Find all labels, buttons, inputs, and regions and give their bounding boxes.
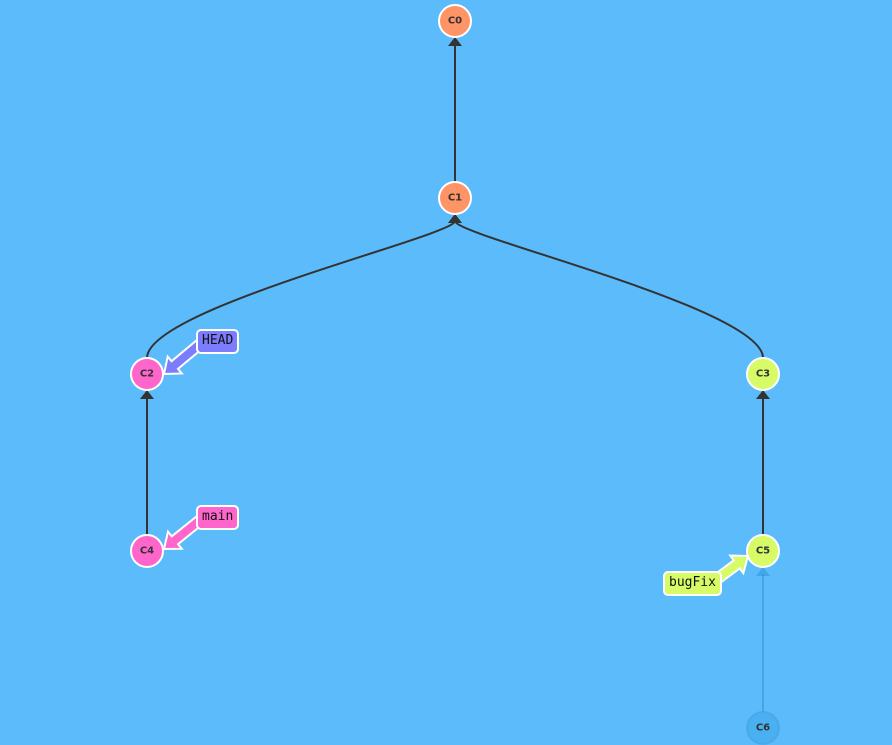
commit-circle <box>746 711 780 745</box>
commit-label: C1 <box>448 193 462 204</box>
ref-arrow-layer <box>162 338 750 588</box>
edge-C3-C1 <box>454 220 764 359</box>
commit-circle <box>746 357 780 391</box>
node-layer: C0 C1 C2 C3 C4 C5 C6 <box>130 4 780 745</box>
commit-circle <box>746 534 780 568</box>
commit-label: C0 <box>448 16 462 27</box>
edge-layer <box>140 37 770 712</box>
commit-circle <box>438 181 472 215</box>
commit-node-c0[interactable]: C0 <box>438 4 472 38</box>
edge-arrowhead-C5 <box>756 390 770 399</box>
edge-arrowhead-C3 <box>448 214 462 223</box>
commit-label: C6 <box>756 723 770 734</box>
edge-C2-C1 <box>146 220 456 359</box>
main-branch-label[interactable]: main <box>196 505 240 530</box>
commit-label: C3 <box>756 369 770 380</box>
commit-circle <box>130 357 164 391</box>
bugfix-branch-label[interactable]: bugFix <box>663 571 722 596</box>
commit-circle <box>130 534 164 568</box>
head-ref-label[interactable]: HEAD <box>196 329 240 354</box>
edge-arrowhead-C4 <box>140 390 154 399</box>
commit-label: C2 <box>140 369 154 380</box>
commit-node-c6[interactable]: C6 <box>746 711 780 745</box>
edge-arrowhead-C1 <box>448 37 462 46</box>
commit-circle <box>438 4 472 38</box>
commit-label: C5 <box>756 546 770 557</box>
commit-label: C4 <box>140 546 154 557</box>
commit-node-c4[interactable]: C4 <box>130 534 164 568</box>
edge-arrowhead-C6 <box>756 567 770 576</box>
commit-node-c5[interactable]: C5 <box>746 534 780 568</box>
commit-node-c1[interactable]: C1 <box>438 181 472 215</box>
commit-node-c2[interactable]: C2 <box>130 357 164 391</box>
commit-node-c3[interactable]: C3 <box>746 357 780 391</box>
